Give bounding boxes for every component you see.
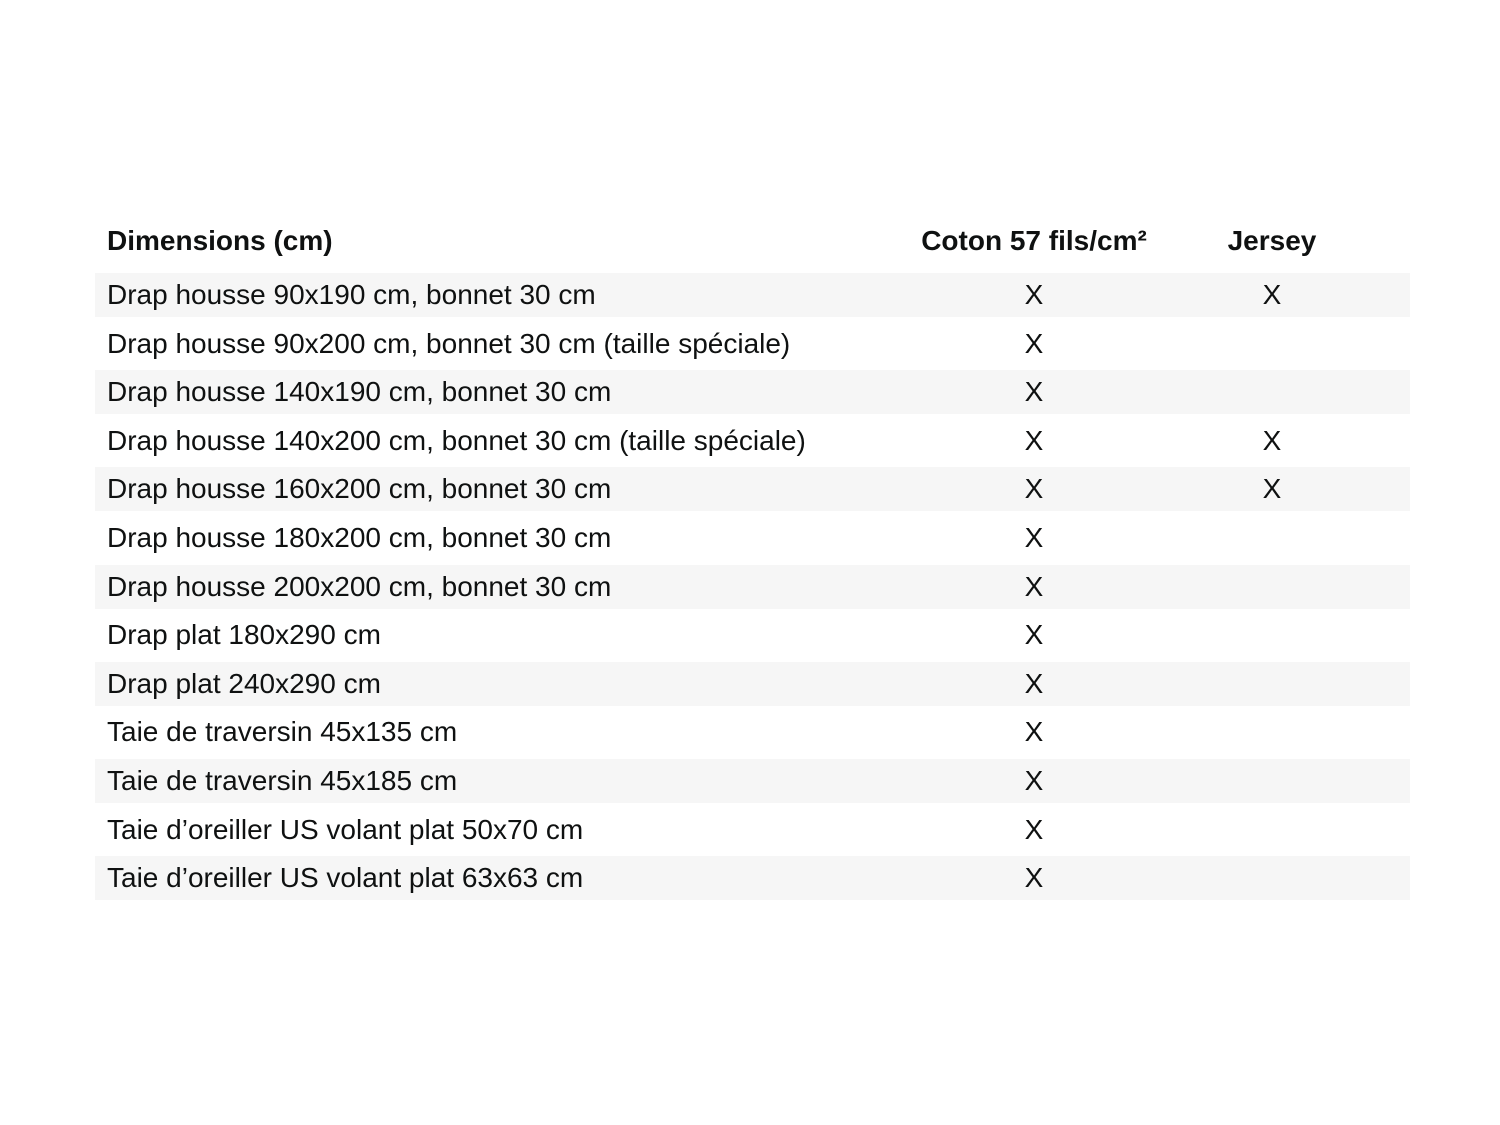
row-label: Drap housse 200x200 cm, bonnet 30 cm bbox=[107, 570, 612, 602]
table-row: Drap housse 180x200 cm, bonnet 30 cm X bbox=[95, 516, 1410, 560]
coton-cell: X bbox=[1024, 327, 1044, 359]
comparison-table: Dimensions (cm) Coton 57 fils/cm² Jersey… bbox=[95, 218, 1410, 905]
row-label: Drap housse 140x190 cm, bonnet 30 cm bbox=[107, 376, 612, 408]
table-row: Drap housse 90x190 cm, bonnet 30 cm X X bbox=[95, 273, 1410, 317]
row-label: Drap housse 140x200 cm, bonnet 30 cm (ta… bbox=[107, 424, 806, 456]
row-label: Drap plat 240x290 cm bbox=[107, 667, 381, 699]
table-row: Drap housse 90x200 cm, bonnet 30 cm (tai… bbox=[95, 322, 1410, 366]
column-header-jersey: Jersey bbox=[1227, 225, 1317, 256]
row-label: Taie de traversin 45x135 cm bbox=[107, 716, 458, 748]
row-label: Taie de traversin 45x185 cm bbox=[107, 764, 458, 796]
table-row: Drap housse 160x200 cm, bonnet 30 cm X X bbox=[95, 467, 1410, 512]
coton-cell: X bbox=[1024, 862, 1044, 894]
coton-cell: X bbox=[1024, 619, 1044, 651]
table-body: Drap housse 90x190 cm, bonnet 30 cm X X … bbox=[95, 273, 1410, 901]
coton-cell: X bbox=[1024, 279, 1044, 310]
coton-cell: X bbox=[1024, 813, 1044, 845]
jersey-cell: X bbox=[1262, 279, 1282, 310]
table-header-row: Dimensions (cm) Coton 57 fils/cm² Jersey bbox=[95, 218, 1410, 264]
column-header-dimensions: Dimensions (cm) bbox=[107, 225, 333, 256]
table-row: Drap housse 140x200 cm, bonnet 30 cm (ta… bbox=[95, 419, 1410, 463]
coton-cell: X bbox=[1024, 521, 1044, 553]
coton-cell: X bbox=[1024, 473, 1044, 505]
coton-cell: X bbox=[1024, 764, 1044, 796]
coton-cell: X bbox=[1024, 376, 1044, 408]
coton-cell: X bbox=[1024, 424, 1044, 456]
row-label: Drap housse 160x200 cm, bonnet 30 cm bbox=[107, 473, 612, 505]
coton-cell: X bbox=[1024, 716, 1044, 748]
row-label: Drap plat 180x290 cm bbox=[107, 619, 381, 651]
row-label: Taie d’oreiller US volant plat 50x70 cm bbox=[107, 813, 584, 845]
table-row: Drap housse 200x200 cm, bonnet 30 cm X bbox=[95, 564, 1410, 609]
jersey-cell: X bbox=[1262, 424, 1282, 456]
column-header-coton: Coton 57 fils/cm² bbox=[921, 225, 1147, 256]
coton-cell: X bbox=[1024, 667, 1044, 699]
table-row: Drap housse 140x190 cm, bonnet 30 cm X bbox=[95, 370, 1410, 415]
table-row: Taie de traversin 45x135 cm X bbox=[95, 710, 1410, 754]
row-label: Drap housse 90x190 cm, bonnet 30 cm bbox=[107, 279, 596, 310]
row-label: Drap housse 180x200 cm, bonnet 30 cm bbox=[107, 521, 612, 553]
table-row: Drap plat 240x290 cm X bbox=[95, 661, 1410, 706]
jersey-cell: X bbox=[1262, 473, 1282, 505]
row-label: Drap housse 90x200 cm, bonnet 30 cm (tai… bbox=[107, 327, 791, 359]
row-label: Taie d’oreiller US volant plat 63x63 cm bbox=[107, 862, 584, 894]
table-row: Drap plat 180x290 cm X bbox=[95, 613, 1410, 657]
table-row: Taie d’oreiller US volant plat 50x70 cm … bbox=[95, 808, 1410, 852]
table-row: Taie de traversin 45x185 cm X bbox=[95, 758, 1410, 803]
table-row: Taie d’oreiller US volant plat 63x63 cm … bbox=[95, 856, 1410, 901]
coton-cell: X bbox=[1024, 570, 1044, 602]
